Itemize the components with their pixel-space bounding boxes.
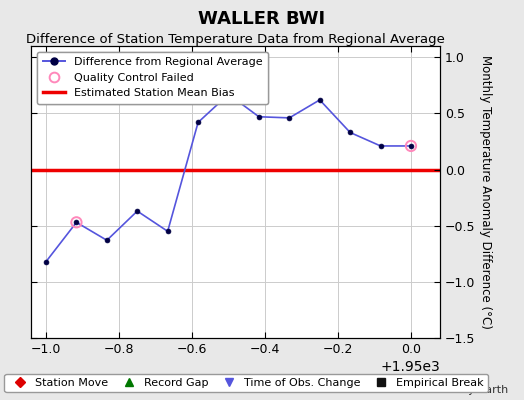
Point bbox=[72, 219, 81, 226]
Y-axis label: Monthly Temperature Anomaly Difference (°C): Monthly Temperature Anomaly Difference (… bbox=[479, 55, 492, 329]
Text: Berkeley Earth: Berkeley Earth bbox=[426, 385, 508, 395]
Legend: Difference from Regional Average, Quality Control Failed, Estimated Station Mean: Difference from Regional Average, Qualit… bbox=[37, 52, 268, 104]
Point bbox=[407, 143, 415, 149]
Title: Difference of Station Temperature Data from Regional Average: Difference of Station Temperature Data f… bbox=[26, 33, 445, 46]
Legend: Station Move, Record Gap, Time of Obs. Change, Empirical Break: Station Move, Record Gap, Time of Obs. C… bbox=[4, 374, 488, 392]
Text: WALLER BWI: WALLER BWI bbox=[199, 10, 325, 28]
